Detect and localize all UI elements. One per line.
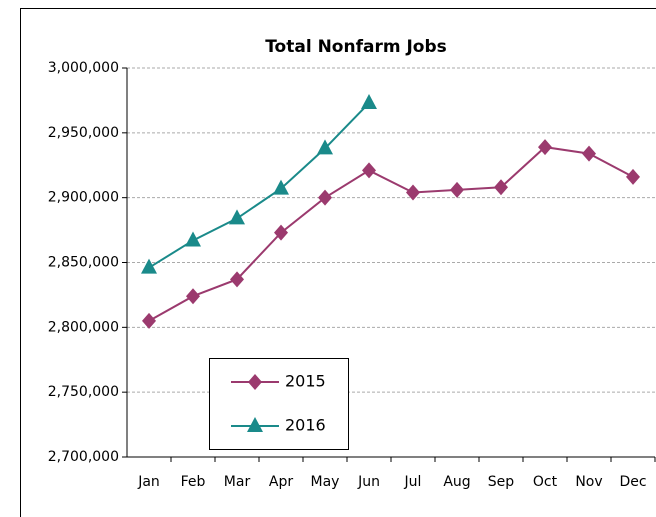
data-point — [141, 258, 157, 274]
x-tick-label: Jan — [137, 474, 160, 490]
legend-marker — [247, 417, 263, 432]
legend-box — [209, 358, 349, 450]
data-point — [229, 209, 245, 225]
series-line — [148, 102, 370, 269]
data-point — [273, 179, 289, 195]
data-point — [230, 271, 244, 288]
data-point — [494, 179, 508, 196]
x-tick-label: Apr — [269, 474, 293, 490]
data-point — [361, 94, 377, 110]
data-point — [186, 288, 200, 305]
data-point — [582, 145, 596, 162]
legend-label: 2015 — [285, 372, 326, 391]
data-point — [317, 139, 333, 155]
data-point — [274, 224, 288, 241]
y-tick-label: 2,900,000 — [48, 190, 119, 206]
data-point — [362, 162, 376, 179]
x-tick-label: Jun — [357, 474, 380, 490]
legend-marker — [248, 374, 262, 390]
x-tick-label: Oct — [533, 474, 558, 490]
x-tick-label: Feb — [181, 474, 206, 490]
x-tick-label: Mar — [224, 474, 251, 490]
series-line — [148, 146, 634, 322]
data-point — [406, 184, 420, 201]
data-point — [450, 181, 464, 198]
data-point — [318, 189, 332, 206]
x-tick-label: Nov — [575, 474, 602, 490]
y-tick-label: 2,800,000 — [48, 319, 119, 335]
y-tick-label: 2,700,000 — [48, 449, 119, 465]
y-tick-label: 3,000,000 — [48, 60, 119, 76]
data-point — [626, 168, 640, 185]
data-point — [185, 231, 201, 247]
frame — [20, 8, 656, 517]
legend-label: 2016 — [285, 416, 326, 435]
data-point — [538, 139, 552, 156]
x-tick-label: Dec — [619, 474, 646, 490]
chart-title: Total Nonfarm Jobs — [265, 37, 447, 57]
y-tick-label: 2,950,000 — [48, 125, 119, 141]
y-tick-label: 2,750,000 — [48, 384, 119, 400]
x-tick-label: Sep — [488, 474, 515, 490]
y-tick-label: 2,850,000 — [48, 255, 119, 271]
x-tick-label: Jul — [404, 474, 422, 490]
data-point — [142, 312, 156, 329]
x-tick-label: Aug — [443, 474, 470, 490]
x-tick-label: May — [311, 474, 340, 490]
